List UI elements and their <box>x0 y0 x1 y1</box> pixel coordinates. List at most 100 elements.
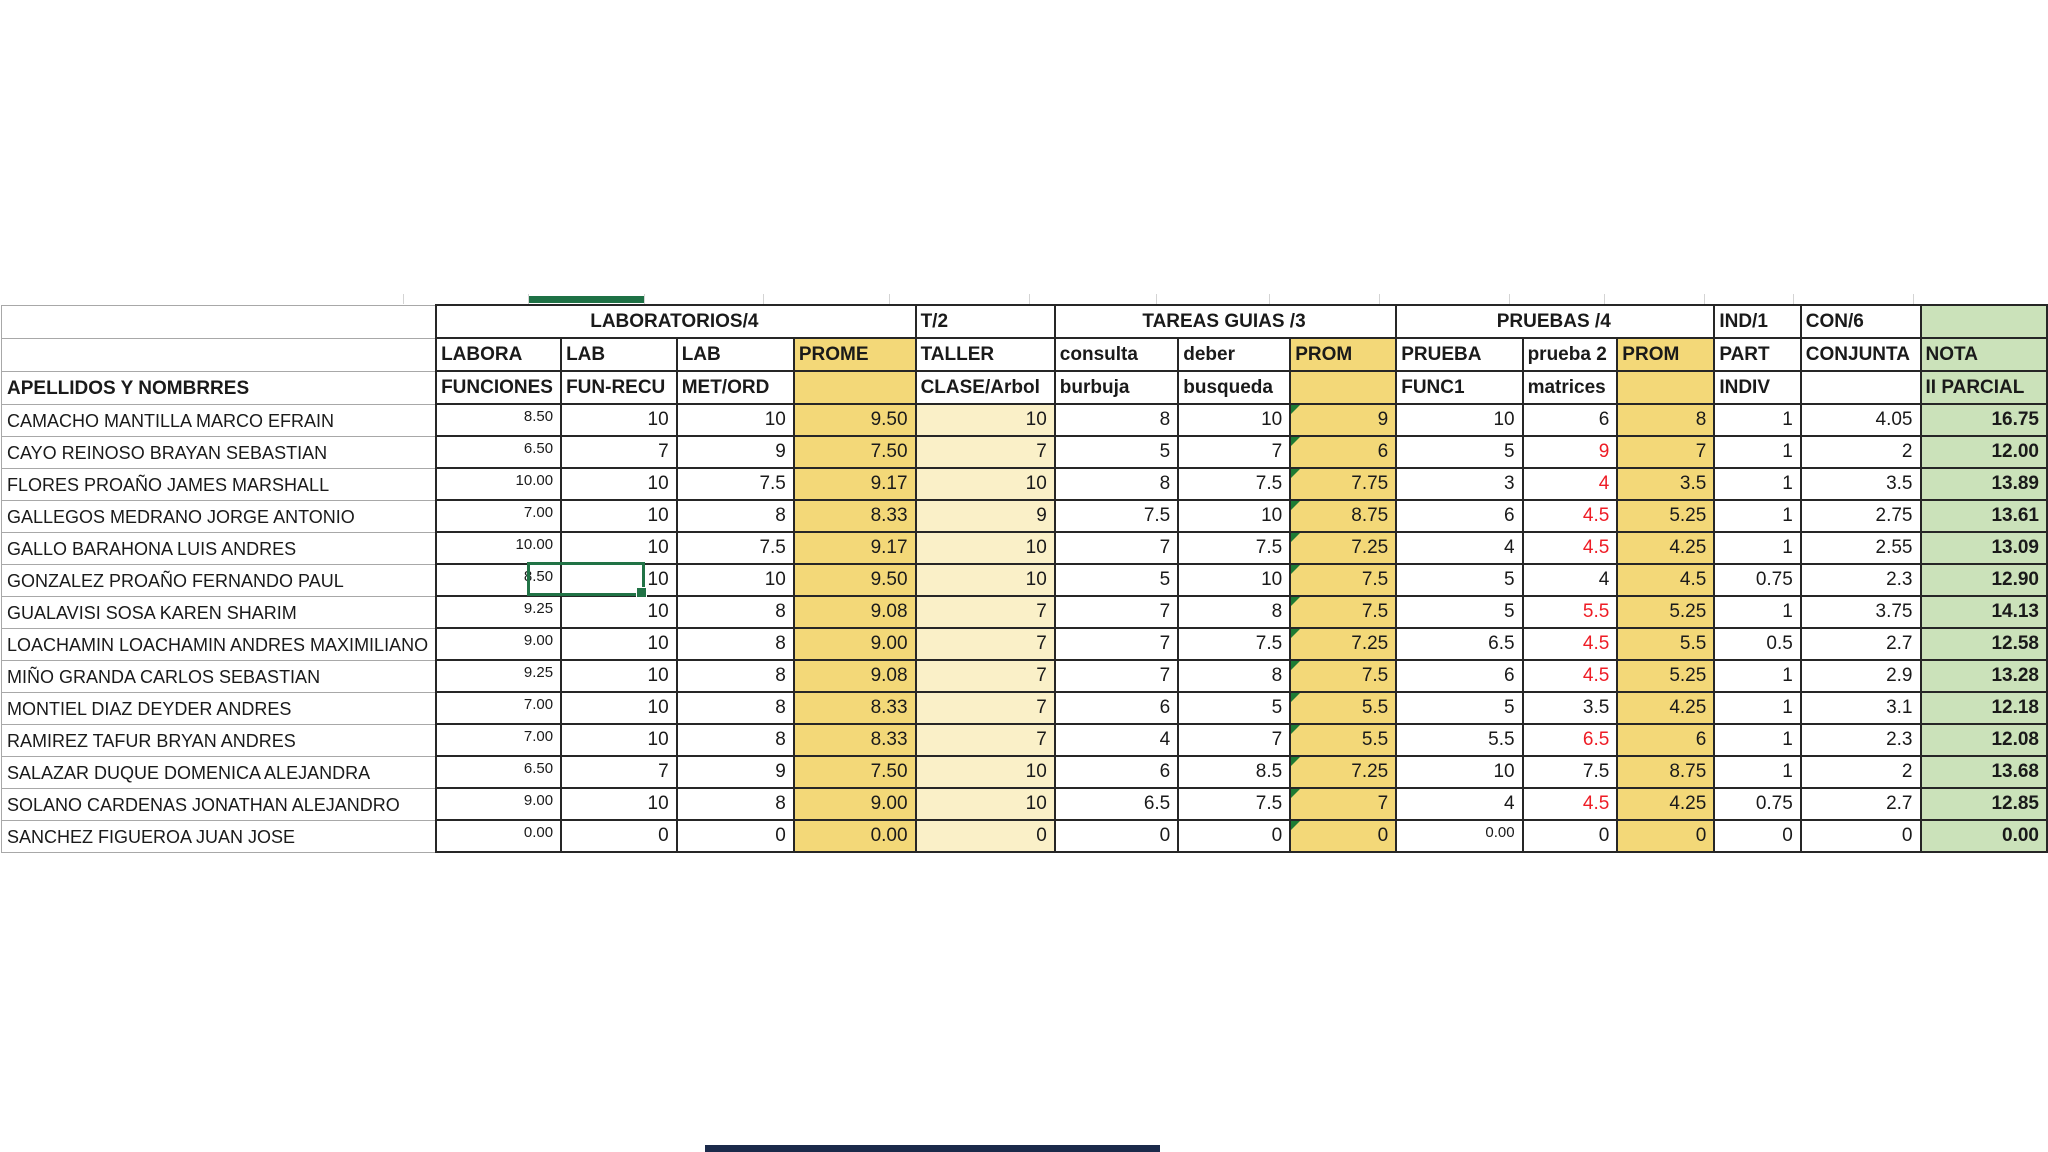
cell-taller[interactable]: 10 <box>914 563 1056 597</box>
column-header-prom-pruebas[interactable]: PROM <box>1616 337 1716 372</box>
student-name-cell[interactable]: MIÑO GRANDA CARLOS SEBASTIAN <box>1 659 437 693</box>
cell-fun-recu[interactable]: 10 <box>560 787 678 821</box>
cell-fun-recu[interactable]: 10 <box>560 563 678 597</box>
cell-prom-tareas[interactable]: 9 <box>1289 403 1398 437</box>
cell-nota-ii-parcial[interactable]: 12.85 <box>1919 787 2048 821</box>
cell-met-ord[interactable]: 8 <box>675 723 795 757</box>
cell-conjunta[interactable]: 0 <box>1799 819 1922 853</box>
group-header-nota[interactable] <box>1919 304 2048 339</box>
cell-nota-ii-parcial[interactable]: 12.00 <box>1919 435 2048 469</box>
cell-prom-pruebas[interactable]: 4.25 <box>1616 691 1716 725</box>
cell-prom-tareas[interactable]: 0 <box>1289 819 1398 853</box>
cell-taller[interactable]: 10 <box>914 467 1056 501</box>
cell-deber-busqueda[interactable]: 7.5 <box>1177 467 1292 501</box>
cell-deber-busqueda[interactable]: 0 <box>1177 819 1292 853</box>
cell-consulta-burbuja[interactable]: 7 <box>1053 531 1180 565</box>
student-name-cell[interactable]: SANCHEZ FIGUEROA JUAN JOSE <box>1 819 437 853</box>
cell-prom-tareas[interactable]: 8.75 <box>1289 499 1398 533</box>
cell-consulta-burbuja[interactable]: 7 <box>1053 627 1180 661</box>
cell-prom-tareas[interactable]: 7.25 <box>1289 531 1398 565</box>
cell-conjunta[interactable]: 3.5 <box>1799 467 1922 501</box>
student-name-cell[interactable]: GALLEGOS MEDRANO JORGE ANTONIO <box>1 499 437 533</box>
cell-taller[interactable]: 10 <box>914 531 1056 565</box>
column-subheader-prueba-func1[interactable]: FUNC1 <box>1395 370 1524 405</box>
column-subheader-deber-busqueda[interactable]: busqueda <box>1177 370 1292 405</box>
cell-prome-lab[interactable]: 7.50 <box>792 755 917 789</box>
cell-prueba2-matrices[interactable]: 4 <box>1521 563 1619 597</box>
column-header-prome-lab[interactable]: PROME <box>792 337 917 372</box>
cell-prome-lab[interactable]: 0.00 <box>792 819 917 853</box>
cell-prom-tareas[interactable]: 6 <box>1289 435 1398 469</box>
cell-part-indiv[interactable]: 0.75 <box>1713 787 1802 821</box>
cell-part-indiv[interactable]: 0 <box>1713 819 1802 853</box>
group-header-con-6[interactable]: CON/6 <box>1799 304 1922 339</box>
column-header-prom-tareas[interactable]: PROM <box>1289 337 1398 372</box>
cell-part-indiv[interactable]: 1 <box>1713 435 1802 469</box>
cell-conjunta[interactable]: 2.9 <box>1799 659 1922 693</box>
cell-prueba-func1[interactable]: 5.5 <box>1395 723 1524 757</box>
cell-nota-ii-parcial[interactable]: 13.28 <box>1919 659 2048 693</box>
group-header-tareas-guias-3[interactable]: TAREAS GUIAS /3 <box>1053 304 1398 339</box>
cell-nota-ii-parcial[interactable]: 13.68 <box>1919 755 2048 789</box>
cell-met-ord[interactable]: 8 <box>675 627 795 661</box>
cell-funciones[interactable]: 10.00 <box>435 467 563 501</box>
cell-conjunta[interactable]: 3.75 <box>1799 595 1922 629</box>
cell-part-indiv[interactable]: 1 <box>1713 531 1802 565</box>
cell-consulta-burbuja[interactable]: 7.5 <box>1053 499 1180 533</box>
cell-conjunta[interactable]: 2 <box>1799 755 1922 789</box>
student-name-cell[interactable]: FLORES PROAÑO JAMES MARSHALL <box>1 467 437 501</box>
column-subheader-prom-pruebas[interactable] <box>1616 370 1716 405</box>
cell-deber-busqueda[interactable]: 7.5 <box>1177 787 1292 821</box>
cell-part-indiv[interactable]: 1 <box>1713 595 1802 629</box>
cell-taller[interactable]: 10 <box>914 787 1056 821</box>
cell-prom-tareas[interactable]: 5.5 <box>1289 691 1398 725</box>
cell-taller[interactable]: 7 <box>914 723 1056 757</box>
cell-prueba2-matrices[interactable]: 4 <box>1521 467 1619 501</box>
cell-deber-busqueda[interactable]: 10 <box>1177 563 1292 597</box>
cell-prueba-func1[interactable]: 6 <box>1395 499 1524 533</box>
cell-fun-recu[interactable]: 10 <box>560 659 678 693</box>
cell-conjunta[interactable]: 2.7 <box>1799 627 1922 661</box>
cell-prueba2-matrices[interactable]: 3.5 <box>1521 691 1619 725</box>
cell-prome-lab[interactable]: 8.33 <box>792 723 917 757</box>
column-header-funciones[interactable]: LABORA <box>435 337 563 372</box>
cell-nota-ii-parcial[interactable]: 12.18 <box>1919 691 2048 725</box>
cell-consulta-burbuja[interactable]: 5 <box>1053 563 1180 597</box>
column-subheader-consulta-burbuja[interactable]: burbuja <box>1053 370 1180 405</box>
cell-funciones[interactable]: 9.25 <box>435 659 563 693</box>
cell-prom-tareas[interactable]: 5.5 <box>1289 723 1398 757</box>
cell-part-indiv[interactable]: 1 <box>1713 723 1802 757</box>
student-name-cell[interactable]: CAYO REINOSO BRAYAN SEBASTIAN <box>1 435 437 469</box>
cell-part-indiv[interactable]: 1 <box>1713 467 1802 501</box>
cell-deber-busqueda[interactable]: 5 <box>1177 691 1292 725</box>
cell-funciones[interactable]: 7.00 <box>435 499 563 533</box>
cell-consulta-burbuja[interactable]: 7 <box>1053 659 1180 693</box>
cell-prom-tareas[interactable]: 7.75 <box>1289 467 1398 501</box>
cell-prueba2-matrices[interactable]: 0 <box>1521 819 1619 853</box>
cell-conjunta[interactable]: 2.3 <box>1799 563 1922 597</box>
cell-fun-recu[interactable]: 10 <box>560 467 678 501</box>
cell-taller[interactable]: 10 <box>914 755 1056 789</box>
cell-conjunta[interactable]: 2 <box>1799 435 1922 469</box>
cell-prom-pruebas[interactable]: 8.75 <box>1616 755 1716 789</box>
cell-prueba2-matrices[interactable]: 4.5 <box>1521 787 1619 821</box>
name-column-header-blank[interactable] <box>1 337 437 372</box>
cell-prom-tareas[interactable]: 7 <box>1289 787 1398 821</box>
cell-prueba-func1[interactable]: 10 <box>1395 403 1524 437</box>
cell-met-ord[interactable]: 8 <box>675 659 795 693</box>
cell-nota-ii-parcial[interactable]: 13.09 <box>1919 531 2048 565</box>
column-header-nota-ii-parcial[interactable]: NOTA <box>1919 337 2048 372</box>
student-name-cell[interactable]: SALAZAR DUQUE DOMENICA ALEJANDRA <box>1 755 437 789</box>
cell-funciones[interactable]: 8.50 <box>435 563 563 597</box>
apellidos-y-nombres-header[interactable]: APELLIDOS Y NOMBRRES <box>1 370 437 405</box>
cell-conjunta[interactable]: 2.7 <box>1799 787 1922 821</box>
cell-prome-lab[interactable]: 9.50 <box>792 563 917 597</box>
fill-handle[interactable] <box>636 587 647 598</box>
cell-prome-lab[interactable]: 9.50 <box>792 403 917 437</box>
cell-part-indiv[interactable]: 1 <box>1713 691 1802 725</box>
cell-consulta-burbuja[interactable]: 8 <box>1053 467 1180 501</box>
column-subheader-taller[interactable]: CLASE/Arbol <box>914 370 1056 405</box>
column-header-consulta-burbuja[interactable]: consulta <box>1053 337 1180 372</box>
column-header-fun-recu[interactable]: LAB <box>560 337 678 372</box>
cell-prome-lab[interactable]: 9.00 <box>792 787 917 821</box>
